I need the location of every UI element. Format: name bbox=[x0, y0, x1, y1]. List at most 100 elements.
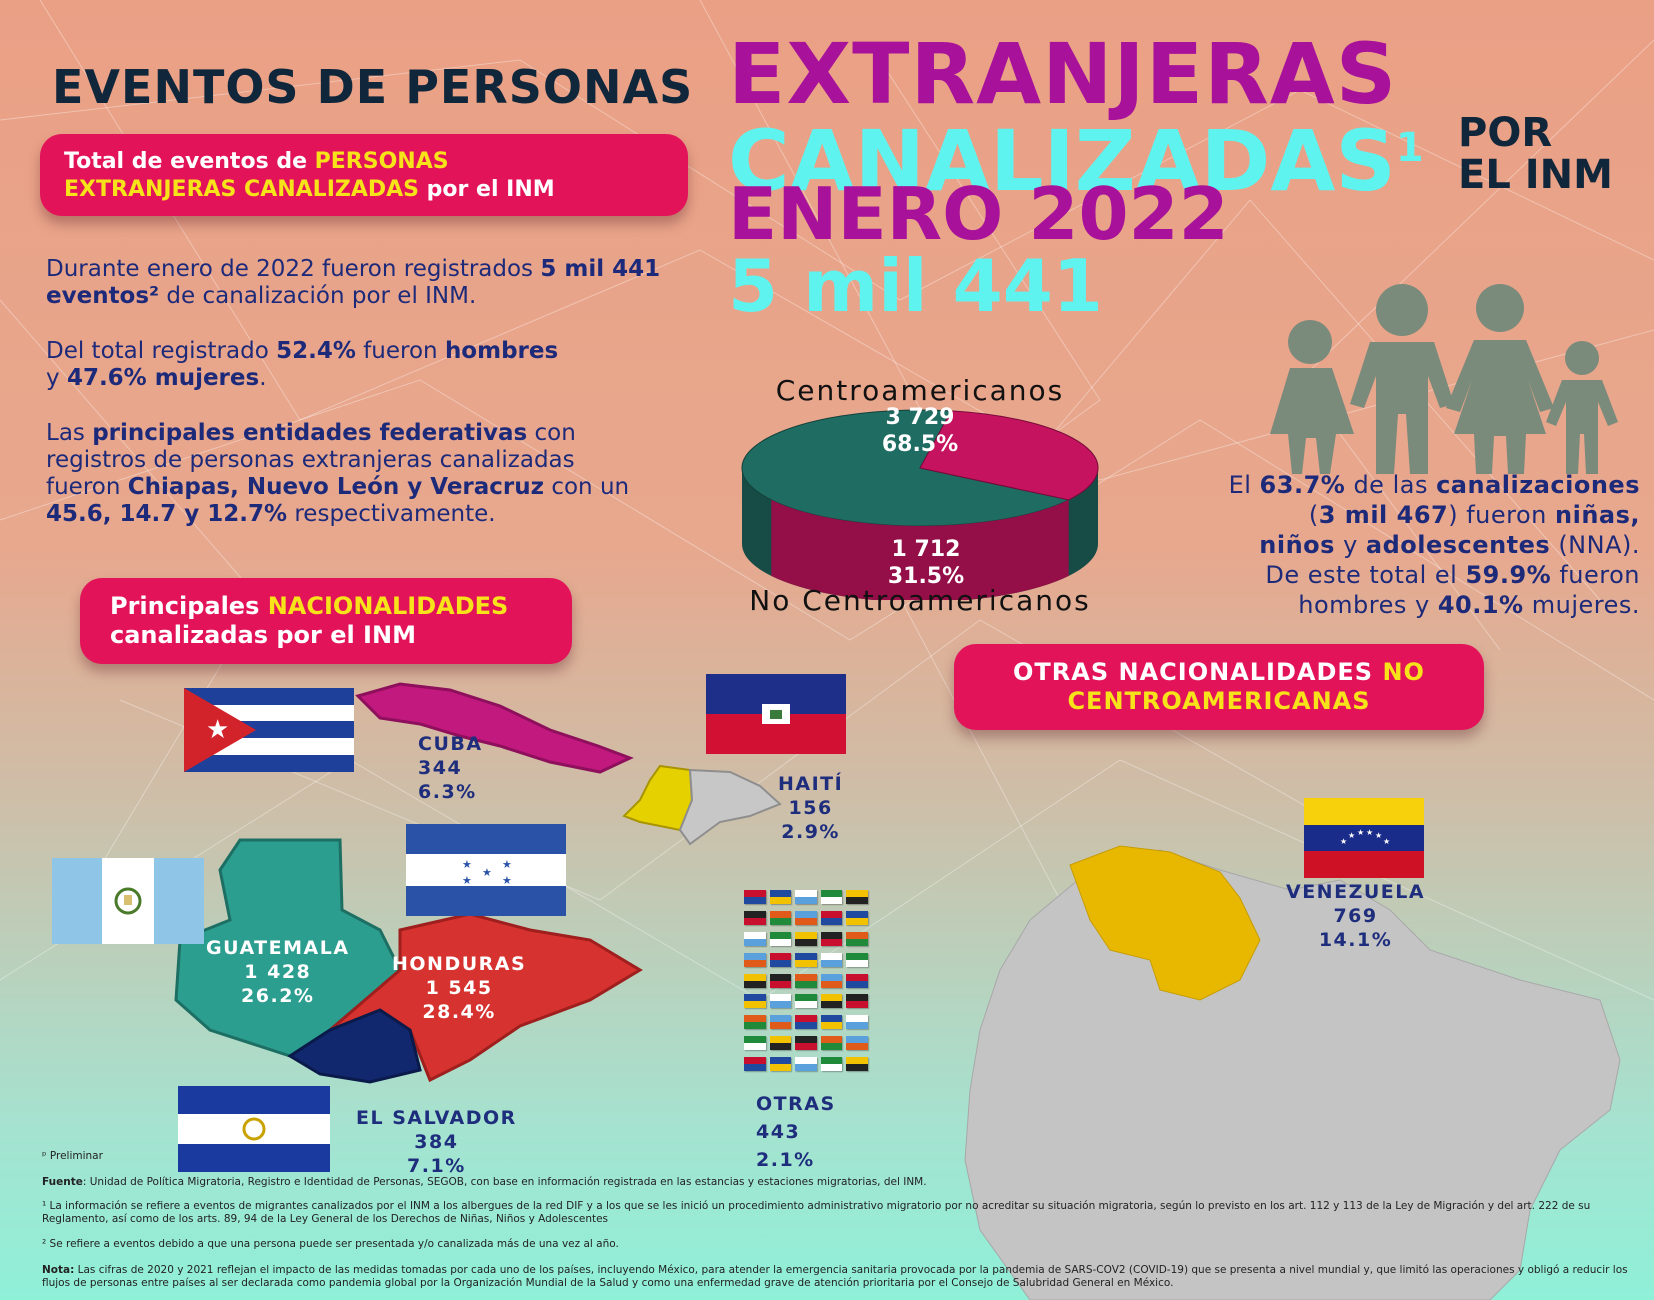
total-box-text1: Total de eventos de bbox=[64, 149, 315, 174]
mini-flag bbox=[846, 890, 868, 904]
otras-box: OTRAS NACIONALIDADES NO CENTROAMERICANAS bbox=[954, 644, 1484, 730]
nacionalidades-box: Principales NACIONALIDADES canalizadas p… bbox=[80, 578, 572, 664]
mini-flag bbox=[795, 910, 817, 925]
haiti-shape bbox=[622, 764, 694, 832]
svg-text:★: ★ bbox=[502, 874, 512, 887]
mini-flag bbox=[795, 890, 817, 904]
south-america-landmass bbox=[964, 849, 1621, 1300]
nna-e: ( bbox=[1308, 501, 1319, 529]
p2-text-c: fueron bbox=[355, 338, 445, 364]
p2-highlight-d: hombres bbox=[444, 338, 559, 364]
south-america-map bbox=[964, 845, 1621, 1300]
p3-text-e: con un bbox=[544, 474, 630, 500]
pie-centro-values: 3 729 68.5% bbox=[820, 404, 1020, 458]
cuba-name: CUBA bbox=[418, 733, 483, 755]
svg-text:★: ★ bbox=[1375, 831, 1382, 840]
total-box-text2: por el INM bbox=[419, 177, 555, 202]
cuba-map bbox=[355, 682, 634, 774]
title-canalizadas: CANALIZADAS bbox=[728, 112, 1396, 210]
haiti-flag-icon bbox=[706, 674, 846, 754]
nna-g: ) fueron bbox=[1448, 501, 1555, 529]
cuba-percent: 6.3% bbox=[418, 781, 477, 803]
title-sup: 1 bbox=[1395, 125, 1424, 171]
guatemala-label: GUATEMALA 1 428 26.2% bbox=[206, 936, 350, 1008]
nna-o: fueron bbox=[1551, 561, 1640, 589]
pie-nocentro-percent: 31.5% bbox=[887, 564, 965, 589]
nacionalidades-c: canalizadas por el INM bbox=[110, 621, 416, 649]
pie-nocentro-value: 1 712 bbox=[891, 537, 961, 562]
flags-grid-icon bbox=[744, 890, 868, 1074]
haiti-label: HAITÍ 156 2.9% bbox=[778, 772, 843, 844]
mini-flag bbox=[820, 931, 843, 946]
venezuela-name: VENEZUELA bbox=[1286, 881, 1426, 903]
guatemala-flag-icon bbox=[52, 858, 204, 944]
footnote-1: ¹ La información se refiere a eventos de… bbox=[42, 1200, 1591, 1225]
p3-highlight-f: 45.6, 14.7 y 12.7% bbox=[46, 501, 288, 527]
nna-h: niñas, bbox=[1555, 501, 1640, 529]
venezuela-shape bbox=[1069, 845, 1261, 1001]
mini-flag bbox=[744, 994, 766, 1009]
p2-text-a: Del total registrado bbox=[46, 338, 277, 364]
nna-b: 63.7% bbox=[1259, 471, 1346, 499]
mini-flag bbox=[795, 1057, 817, 1072]
honduras-percent: 28.4% bbox=[422, 1001, 496, 1023]
el-salvador-percent: 7.1% bbox=[407, 1155, 466, 1177]
mini-flag bbox=[769, 994, 792, 1009]
mini-flag bbox=[820, 952, 843, 967]
mini-flag bbox=[769, 1036, 792, 1051]
nna-r: mujeres. bbox=[1523, 591, 1640, 619]
haiti-value: 156 bbox=[788, 797, 833, 819]
p2-text-g: . bbox=[259, 365, 267, 391]
pie-centro-percent: 68.5% bbox=[881, 432, 959, 457]
venezuela-flag-icon: ★★ ★ ★ ★★ bbox=[1304, 798, 1424, 878]
el-salvador-label: EL SALVADOR 384 7.1% bbox=[356, 1106, 517, 1178]
central-america-map bbox=[174, 838, 643, 1084]
p3-text-c: con registros de personas extranjeras ca… bbox=[46, 420, 576, 500]
mini-flag bbox=[769, 910, 792, 925]
nna-q: 40.1% bbox=[1437, 591, 1524, 619]
title-line3: CANALIZADAS1 bbox=[728, 100, 1424, 209]
nna-c: de las bbox=[1345, 471, 1437, 499]
title-por-el-inm: POR EL INM bbox=[1458, 112, 1613, 196]
nna-j: y bbox=[1334, 531, 1366, 559]
mini-flag bbox=[846, 952, 868, 967]
paragraph-1: Durante enero de 2022 fueron registrados… bbox=[46, 256, 666, 310]
pie-centro-value: 3 729 bbox=[885, 405, 955, 430]
mini-flag bbox=[820, 910, 843, 925]
mini-flag bbox=[744, 910, 766, 925]
nna-m: De este total el bbox=[1265, 561, 1466, 589]
total-box-highlight2: EXTRANJERAS CANALIZADAS bbox=[64, 177, 419, 202]
mini-flag bbox=[820, 1015, 843, 1030]
title-el-inm: EL INM bbox=[1458, 152, 1613, 198]
dominican-republic-shape bbox=[678, 768, 782, 846]
svg-text:★: ★ bbox=[1357, 828, 1364, 837]
mini-flag bbox=[769, 1015, 792, 1030]
mini-flag bbox=[820, 973, 843, 988]
honduras-name: HONDURAS bbox=[392, 953, 527, 975]
hispaniola-map bbox=[622, 764, 782, 846]
pie-label-centro: Centroamericanos bbox=[775, 374, 1065, 407]
p3-text-g: respectivamente. bbox=[287, 501, 496, 527]
svg-text:★: ★ bbox=[1383, 837, 1390, 846]
cuba-label: CUBA 344 6.3% bbox=[418, 732, 483, 804]
el-salvador-value: 384 bbox=[414, 1131, 459, 1153]
pie-slice-1 bbox=[919, 410, 1099, 501]
nna-d: canalizaciones bbox=[1436, 471, 1640, 499]
nna-paragraph: El 63.7% de las canalizaciones (3 mil 46… bbox=[1130, 470, 1640, 620]
otras-percent: 2.1% bbox=[756, 1149, 815, 1171]
pie-slices bbox=[741, 409, 1099, 600]
svg-text:★: ★ bbox=[1340, 837, 1347, 846]
mini-flag bbox=[846, 1015, 868, 1030]
pie-slice-0 bbox=[741, 409, 1071, 527]
p2-highlight-f: 47.6% mujeres bbox=[66, 365, 260, 391]
title-por: POR bbox=[1458, 110, 1553, 156]
nota-label: Nota: bbox=[42, 1264, 75, 1276]
svg-text:★: ★ bbox=[1366, 828, 1373, 837]
p2-text-e: y bbox=[46, 365, 67, 391]
nna-f: 3 mil 467 bbox=[1318, 501, 1449, 529]
p3-highlight-d: Chiapas, Nuevo León y Veracruz bbox=[127, 474, 545, 500]
paragraph-2: Del total registrado 52.4% fueron hombre… bbox=[46, 338, 666, 392]
nna-l: (NNA). bbox=[1550, 531, 1640, 559]
el-salvador-name: EL SALVADOR bbox=[356, 1107, 517, 1129]
title-line2: EXTRANJERAS bbox=[728, 25, 1398, 123]
